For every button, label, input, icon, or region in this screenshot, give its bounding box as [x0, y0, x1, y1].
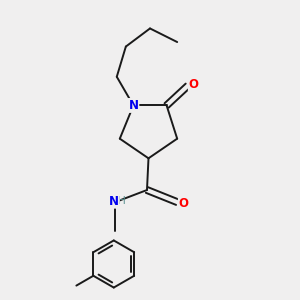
- Text: H: H: [118, 196, 126, 206]
- Text: N: N: [109, 195, 119, 208]
- Text: O: O: [179, 197, 189, 210]
- Text: N: N: [128, 99, 138, 112]
- Text: O: O: [189, 78, 199, 91]
